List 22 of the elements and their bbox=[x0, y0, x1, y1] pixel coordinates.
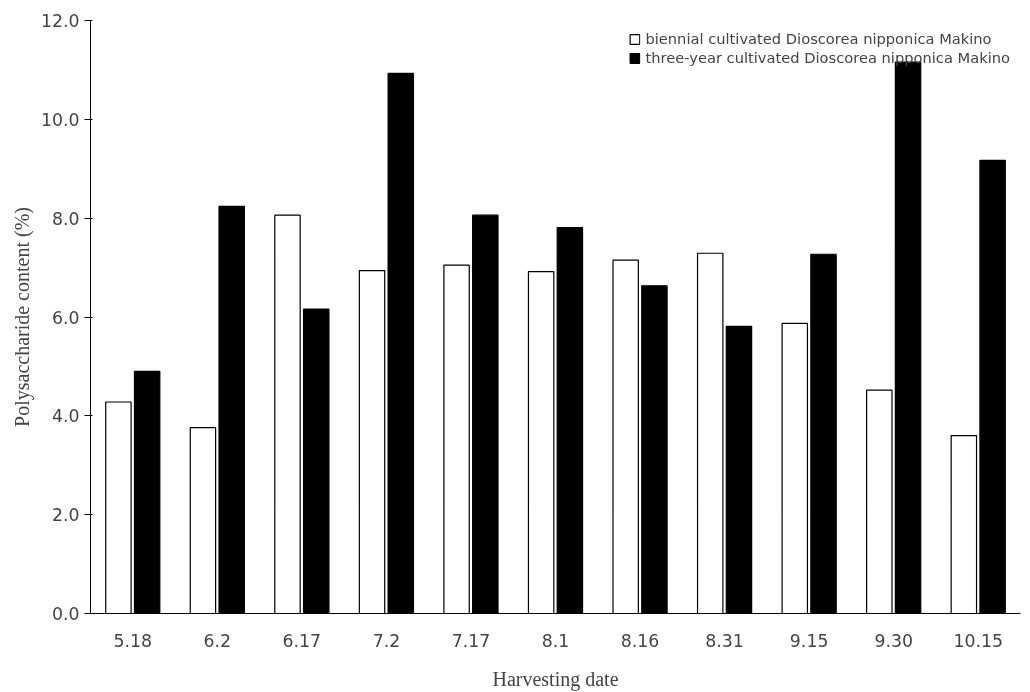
y-tick-label: 10.0 bbox=[40, 109, 80, 130]
x-tick-label: 9.30 bbox=[874, 630, 913, 651]
y-tick-label: 0.0 bbox=[51, 604, 80, 624]
x-axis-title: Harvesting date bbox=[492, 667, 619, 691]
legend-label: three-year cultivated Dioscorea nipponica Makino bbox=[645, 49, 1010, 66]
x-tick-label: 8.16 bbox=[620, 630, 660, 651]
x-tick-label: 6.2 bbox=[203, 630, 232, 651]
x-tick-label: 5.18 bbox=[113, 630, 153, 651]
x-tick-label: 10.15 bbox=[953, 630, 1004, 651]
y-tick-label: 12.0 bbox=[40, 11, 80, 31]
x-tick-label: 8.31 bbox=[705, 630, 744, 651]
x-tick-label: 7.2 bbox=[372, 630, 401, 651]
y-tick-label: 8.0 bbox=[51, 208, 80, 229]
x-tick-label: 8.1 bbox=[541, 630, 570, 651]
x-tick-label: 9.15 bbox=[789, 630, 829, 651]
y-axis-title: Polysaccharide content (%) bbox=[10, 207, 34, 427]
legend-label: biennial cultivated Dioscorea nipponica Makino bbox=[645, 30, 992, 47]
x-tick-label: 7.17 bbox=[451, 630, 491, 651]
x-tick-label: 6.17 bbox=[282, 630, 322, 651]
y-tick-label: 2.0 bbox=[51, 505, 80, 526]
y-tick-label: 6.0 bbox=[51, 307, 80, 328]
y-tick-label: 4.0 bbox=[51, 406, 80, 427]
